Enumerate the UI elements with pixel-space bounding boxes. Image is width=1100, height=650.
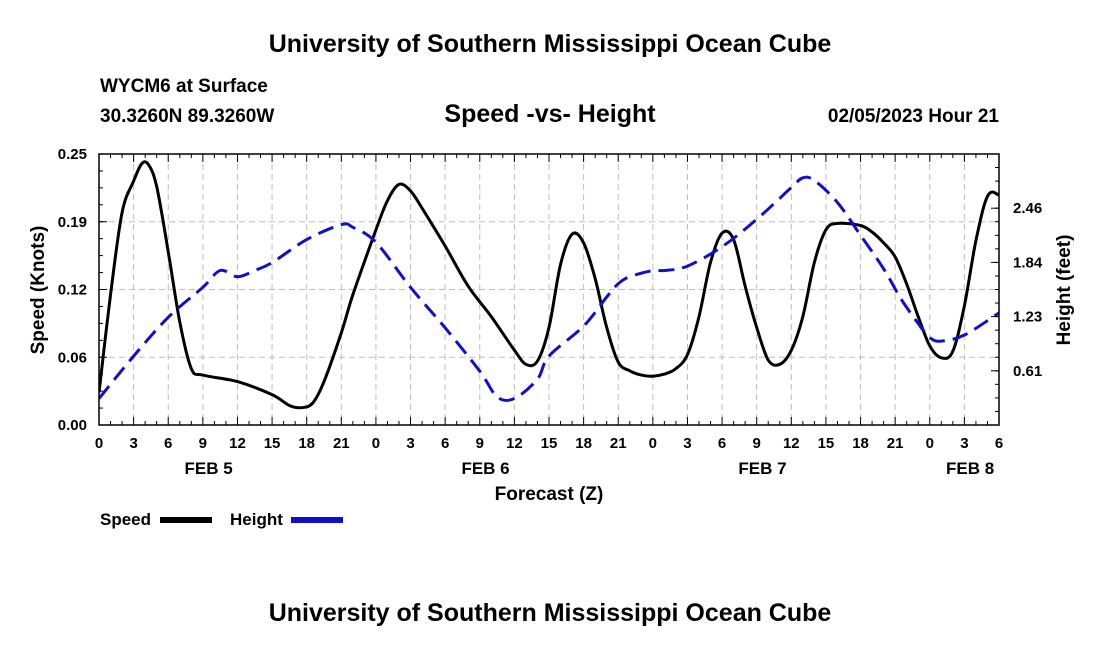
y-right-tick-label: 1.23 xyxy=(1013,309,1042,326)
grid xyxy=(99,154,999,425)
forecast-timestamp: 02/05/2023 Hour 21 xyxy=(827,106,999,127)
chart-subtitle: Speed -vs- Height xyxy=(444,100,656,128)
y-left-tick-label: 0.06 xyxy=(58,349,87,366)
legend-height-label: Height xyxy=(230,510,283,529)
x-tick-label: 12 xyxy=(783,435,800,452)
x-tick-label: 0 xyxy=(372,435,380,452)
x-tick-label: 18 xyxy=(298,435,315,452)
legend-speed-label: Speed xyxy=(100,510,151,529)
x-day-label: FEB 7 xyxy=(738,459,786,478)
x-tick-label: 21 xyxy=(887,435,904,452)
y-right-tick-label: 0.61 xyxy=(1013,363,1042,380)
chart-main-title: University of Southern Mississippi Ocean… xyxy=(268,30,832,58)
x-tick-label: 12 xyxy=(229,435,246,452)
x-tick-label: 3 xyxy=(960,435,968,452)
x-tick-label: 3 xyxy=(129,435,137,452)
x-tick-label: 15 xyxy=(818,435,835,452)
x-tick-label: 6 xyxy=(718,435,726,452)
y-left-tick-label: 0.19 xyxy=(58,214,87,231)
x-tick-label: 3 xyxy=(683,435,691,452)
y-right-axis-label: Height (feet) xyxy=(1054,235,1075,346)
y-left-tick-label: 0.25 xyxy=(58,146,87,163)
y-right-tick-label: 1.84 xyxy=(1013,254,1043,271)
x-tick-label: 18 xyxy=(575,435,592,452)
x-day-label: FEB 6 xyxy=(461,459,509,478)
x-day-label: FEB 8 xyxy=(946,459,994,478)
x-tick-label: 0 xyxy=(95,435,103,452)
x-tick-label: 3 xyxy=(406,435,414,452)
x-tick-label: 0 xyxy=(926,435,934,452)
y-left-tick-label: 0.00 xyxy=(58,417,87,434)
x-tick-label: 9 xyxy=(753,435,761,452)
axes: 0 3 6 9 12 15 18 21 0 3 6 9 12 15 18 21 0 3 6 9 12 15 18 21 0 3 6F… xyxy=(28,146,1075,505)
y-left-tick-label: 0.12 xyxy=(58,282,87,299)
x-tick-label: 9 xyxy=(199,435,207,452)
series-line-height xyxy=(99,175,999,402)
footer-title: University of Southern Mississippi Ocean… xyxy=(268,599,832,627)
x-tick-label: 18 xyxy=(852,435,869,452)
station-coordinates: 30.3260N 89.3260W xyxy=(100,106,275,127)
x-tick-label: 12 xyxy=(506,435,523,452)
series-layer xyxy=(99,160,999,410)
x-tick-label: 15 xyxy=(541,435,558,452)
series-line-speed xyxy=(99,160,999,410)
legend: Speed Height xyxy=(100,510,343,529)
x-day-label: FEB 5 xyxy=(185,459,233,478)
x-tick-label: 0 xyxy=(649,435,657,452)
y-right-tick-label: 2.46 xyxy=(1013,200,1042,217)
x-tick-label: 9 xyxy=(476,435,484,452)
y-left-axis-label: Speed (Knots) xyxy=(28,226,49,355)
x-tick-label: 6 xyxy=(995,435,1003,452)
x-tick-label: 15 xyxy=(264,435,281,452)
station-label: WYCM6 at Surface xyxy=(100,76,268,97)
x-tick-label: 21 xyxy=(333,435,350,452)
x-axis-label: Forecast (Z) xyxy=(495,484,604,505)
x-tick-label: 6 xyxy=(164,435,172,452)
x-tick-label: 6 xyxy=(441,435,449,452)
x-tick-label: 21 xyxy=(610,435,627,452)
